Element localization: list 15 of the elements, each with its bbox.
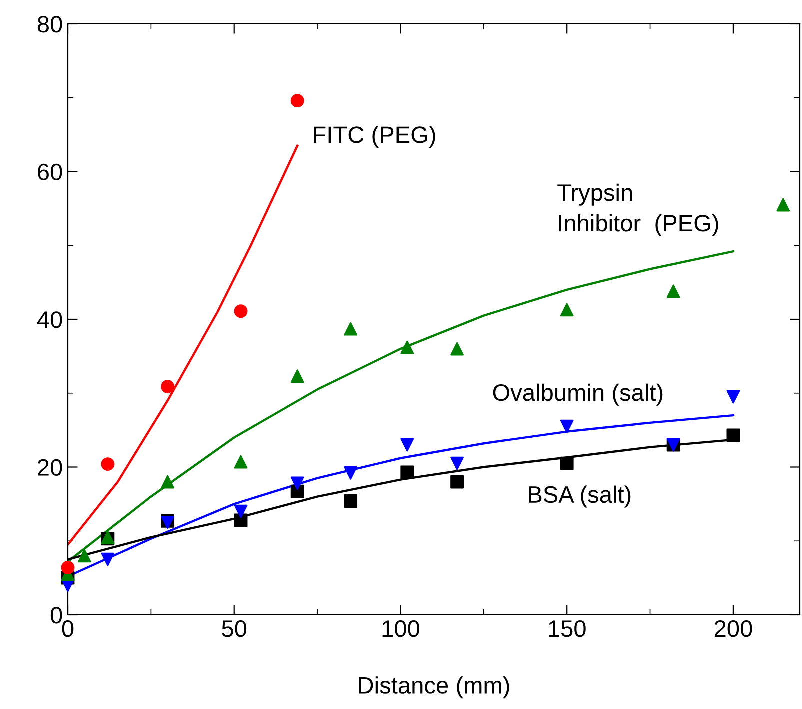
y-tick-label: 20 — [38, 459, 62, 476]
x-axis-title: Distance (mm) — [359, 676, 510, 699]
x-tick-label: 0 — [62, 620, 74, 638]
x-tick-label: 50 — [222, 620, 247, 638]
y-tick-label: 40 — [37, 312, 62, 328]
y-tick-label: 60 — [38, 164, 62, 181]
x-tick-label: 100 — [382, 620, 420, 638]
series-label: FITC (PEG) — [314, 126, 436, 148]
x-tick-label: 200 — [714, 620, 752, 638]
y-tick-label: 0 — [50, 607, 62, 624]
y-tick-label: 80 — [38, 16, 62, 33]
series-label: Ovalbumin (salt) — [493, 384, 663, 406]
series-label: BSA (salt) — [529, 486, 631, 508]
text: Trypsin Inhibitor (PEG) — [558, 184, 718, 236]
x-tick-label: 150 — [549, 620, 586, 638]
